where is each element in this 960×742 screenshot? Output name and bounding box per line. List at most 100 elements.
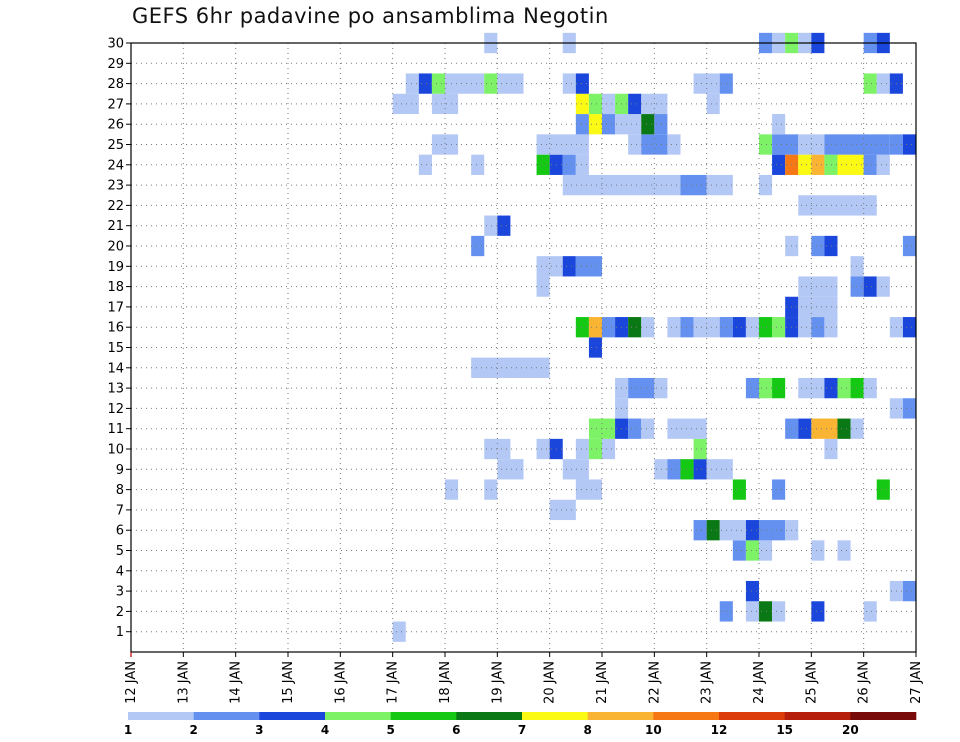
y-tick-label: 12 [107, 402, 124, 417]
heatmap-cell [667, 459, 681, 480]
heatmap-cell [405, 73, 419, 94]
heatmap-cell [445, 73, 485, 94]
y-tick-label: 27 [107, 97, 124, 112]
heatmap-cell [772, 154, 786, 175]
heatmap-cell [745, 580, 759, 602]
x-tick-label: 25 JAN [804, 661, 819, 704]
heatmap-cell [549, 499, 576, 521]
heatmap-cell [641, 418, 655, 439]
y-tick-label: 5 [116, 544, 124, 559]
y-tick-label: 28 [107, 77, 124, 92]
heatmap-cell [471, 357, 550, 378]
x-tick-label: 19 JAN [490, 661, 505, 704]
x-tick-label: 14 JAN [229, 661, 244, 704]
legend-swatch [522, 712, 588, 720]
y-tick-label: 14 [107, 361, 124, 376]
heatmap-cell [798, 418, 812, 439]
x-tick-label: 27 JAN [909, 661, 924, 704]
heatmap-cell [602, 114, 616, 135]
heatmap-cell [837, 540, 851, 561]
heatmap-cell [837, 154, 864, 175]
y-tick-label: 10 [107, 443, 124, 458]
heatmap-cell [811, 601, 825, 622]
legend-swatch [653, 712, 720, 720]
heatmap-cell [654, 114, 668, 135]
heatmap-cell [745, 601, 759, 622]
heatmap-cell [876, 276, 890, 297]
y-tick-label: 11 [107, 422, 124, 437]
y-tick-label: 1 [116, 625, 124, 640]
heatmap-cell [562, 154, 576, 175]
heatmap-cell [588, 337, 602, 358]
heatmap-cell [706, 174, 733, 196]
legend-label: 1 [124, 723, 132, 737]
heatmap-cell [745, 520, 759, 541]
heatmap-cell [654, 459, 668, 480]
y-tick-label: 18 [107, 280, 124, 295]
legend-swatch [784, 712, 851, 720]
heatmap-cell [575, 93, 589, 115]
heatmap-cell [745, 317, 759, 338]
heatmap-cell [850, 276, 864, 297]
y-tick-label: 25 [107, 138, 124, 153]
heatmap-cell [732, 479, 746, 500]
heatmap-cell [719, 520, 746, 541]
legend-label: 2 [189, 723, 197, 737]
legend-label: 10 [645, 723, 662, 737]
y-tick-label: 24 [107, 158, 124, 173]
heatmap-cell [575, 438, 589, 460]
heatmap-cell [759, 174, 773, 196]
heatmap-cell [706, 93, 720, 115]
heatmap-cell [588, 93, 602, 115]
heatmap-cell [641, 134, 668, 155]
legend-swatch [587, 712, 654, 720]
heatmap-cell [641, 114, 655, 135]
heatmap-cell [798, 317, 812, 338]
legend-swatch [128, 712, 194, 720]
y-tick-label: 4 [116, 564, 124, 579]
heatmap-cell [536, 154, 550, 175]
x-tick-label: 13 JAN [176, 661, 191, 704]
heatmap-cell [484, 73, 498, 94]
heatmap-cell [772, 317, 786, 338]
heatmap-cell [484, 479, 498, 500]
y-tick-label: 23 [107, 179, 124, 194]
heatmap-cell [575, 479, 602, 500]
y-tick-label: 8 [116, 483, 124, 498]
heatmap-cell [811, 540, 825, 561]
heatmap-cell [484, 215, 498, 236]
heatmap-cell [471, 154, 485, 175]
grid-lines [131, 43, 916, 652]
heatmap-cell [693, 438, 707, 460]
y-tick-label: 6 [116, 524, 124, 539]
heatmap-cell [562, 73, 576, 94]
heatmap-cell [902, 317, 916, 338]
legend-swatch [719, 712, 785, 720]
x-axis: 12 JAN 13 JAN 14 JAN 15 JAN 16 JAN 17 JAN 18 J… [124, 652, 924, 704]
heatmap-cell [575, 154, 589, 175]
y-tick-label: 2 [116, 605, 124, 620]
heatmap-cell [680, 317, 694, 338]
heatmap-cell [575, 114, 589, 135]
heatmap-cell [641, 317, 655, 338]
heatmap-cell [588, 114, 602, 135]
heatmap-cell [497, 73, 524, 94]
heatmap-cell [654, 377, 668, 399]
heatmap-cell [824, 154, 838, 175]
x-tick-label: 23 JAN [700, 661, 715, 704]
heatmap-cell [732, 317, 746, 338]
heatmap-cell [902, 235, 916, 257]
heatmap-cell [602, 438, 616, 460]
x-tick-label: 16 JAN [333, 661, 348, 704]
x-tick-label: 21 JAN [595, 661, 610, 704]
y-tick-label: 13 [107, 382, 124, 397]
x-tick-label: 22 JAN [647, 661, 662, 704]
y-tick-label: 7 [116, 503, 124, 518]
y-tick-label: 9 [116, 463, 124, 478]
heatmap-cell [850, 377, 864, 399]
y-tick-label: 15 [107, 341, 124, 356]
heatmap-cell [772, 601, 786, 622]
heatmap-cell [706, 459, 733, 480]
heatmap-cell [562, 256, 576, 277]
